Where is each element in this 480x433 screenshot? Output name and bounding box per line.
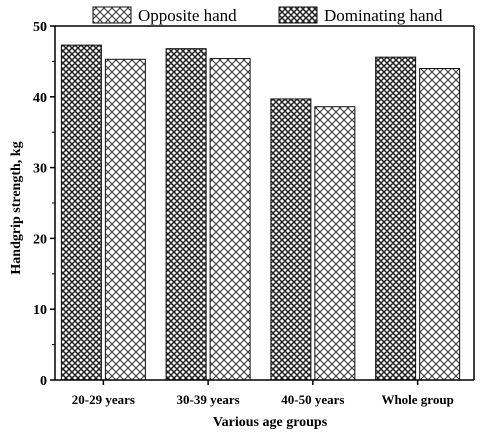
legend-swatch-opposite-hand [92, 6, 132, 24]
x-axis-title: Various age groups [213, 415, 328, 430]
bar-opposite-hand-1 [104, 58, 146, 381]
bar-dominating-hand-2 [165, 48, 207, 381]
bar-opposite-hand-3 [314, 106, 356, 381]
x-tick-label: Whole group [381, 392, 453, 407]
bar-opposite-hand-4 [419, 67, 461, 381]
axes-layer: 0 10 20 30 40 50 [33, 20, 475, 389]
bar-dominating-hand-4 [375, 56, 417, 381]
legend-swatch-dominating-hand [278, 6, 318, 24]
bars-layer: 20-29 years 30-39 years 40-50 years Whole g… [60, 44, 461, 407]
x-tick-label: 20-29 years [72, 392, 135, 407]
bar-dominating-hand-1 [60, 44, 102, 381]
legend: Opposite hand Dominating hand [92, 6, 443, 25]
y-tick-label: 0 [40, 374, 47, 389]
y-tick-label: 50 [33, 20, 47, 35]
bar-dominating-hand-3 [270, 98, 312, 381]
legend-label-dominating-hand: Dominating hand [324, 6, 443, 25]
x-tick-label: 40-50 years [281, 392, 344, 407]
y-tick-label: 40 [33, 91, 47, 106]
y-axis-title: Handgrip strength, kg [9, 141, 24, 274]
bar-opposite-hand-2 [209, 58, 251, 381]
y-tick-label: 20 [33, 232, 47, 247]
y-tick-label: 10 [33, 303, 47, 318]
legend-label-opposite-hand: Opposite hand [138, 6, 237, 25]
x-tick-label: 30-39 years [177, 392, 240, 407]
y-tick-label: 30 [33, 162, 47, 177]
